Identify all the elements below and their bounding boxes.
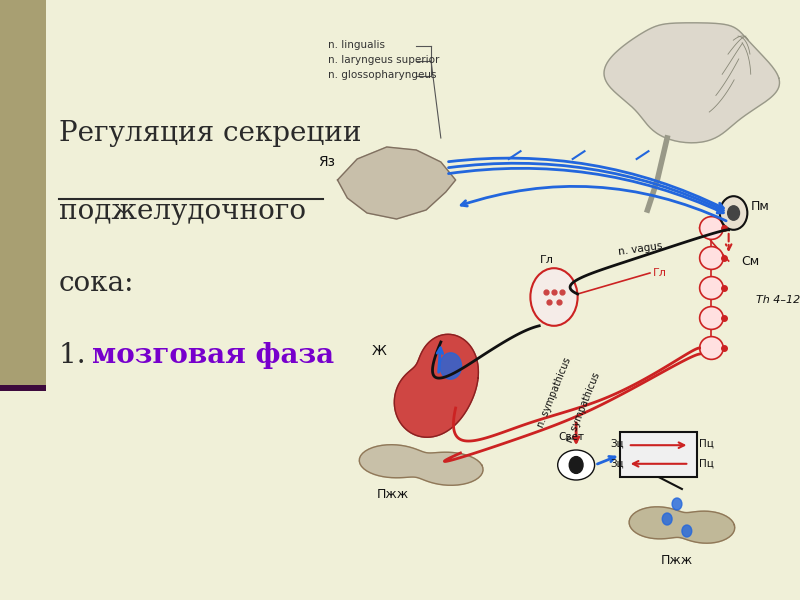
Ellipse shape xyxy=(700,247,723,269)
Bar xyxy=(621,432,697,477)
Text: Пм: Пм xyxy=(750,200,770,214)
Text: 1.: 1. xyxy=(58,342,94,369)
Ellipse shape xyxy=(700,217,723,239)
Text: Пжж: Пжж xyxy=(661,554,693,567)
Circle shape xyxy=(720,196,747,230)
Polygon shape xyxy=(604,23,779,143)
Text: n. sympathicus: n. sympathicus xyxy=(565,371,602,445)
Text: Зц: Зц xyxy=(610,459,624,469)
Text: n. glossopharyngeus: n. glossopharyngeus xyxy=(328,70,436,80)
Ellipse shape xyxy=(700,337,723,359)
Text: n. sympathicus: n. sympathicus xyxy=(535,356,573,430)
Text: сока:: сока: xyxy=(58,270,134,297)
Polygon shape xyxy=(629,507,734,543)
Bar xyxy=(0,385,46,391)
Circle shape xyxy=(682,525,692,537)
Text: Пжж: Пжж xyxy=(377,488,409,502)
Text: Яз: Яз xyxy=(318,155,335,169)
Polygon shape xyxy=(359,445,483,485)
Text: Ж: Ж xyxy=(372,344,387,358)
Circle shape xyxy=(530,268,578,326)
Polygon shape xyxy=(338,147,456,219)
Circle shape xyxy=(440,353,462,379)
Text: Зц: Зц xyxy=(610,439,624,448)
Circle shape xyxy=(728,206,739,220)
Text: Th 4–12: Th 4–12 xyxy=(756,295,800,305)
Text: Гл: Гл xyxy=(540,256,554,265)
Text: n. laryngeus superior: n. laryngeus superior xyxy=(328,55,439,65)
Text: поджелудочного: поджелудочного xyxy=(58,198,306,225)
Circle shape xyxy=(570,457,583,473)
Text: Свет: Свет xyxy=(558,432,584,442)
Text: n. lingualis: n. lingualis xyxy=(328,40,385,50)
Text: Регуляция секреции: Регуляция секреции xyxy=(58,120,361,147)
Bar xyxy=(0,0,46,390)
Ellipse shape xyxy=(700,277,723,299)
Text: мозговая фаза: мозговая фаза xyxy=(92,342,334,369)
Polygon shape xyxy=(394,334,478,437)
Text: Гл: Гл xyxy=(653,268,666,278)
Ellipse shape xyxy=(700,307,723,329)
Text: Пц: Пц xyxy=(699,439,714,448)
Circle shape xyxy=(672,498,682,510)
Text: Пц: Пц xyxy=(699,459,714,469)
Text: Cм: Cм xyxy=(741,254,759,268)
Circle shape xyxy=(662,513,672,525)
Text: n. vagus: n. vagus xyxy=(618,241,663,257)
Ellipse shape xyxy=(558,450,594,480)
